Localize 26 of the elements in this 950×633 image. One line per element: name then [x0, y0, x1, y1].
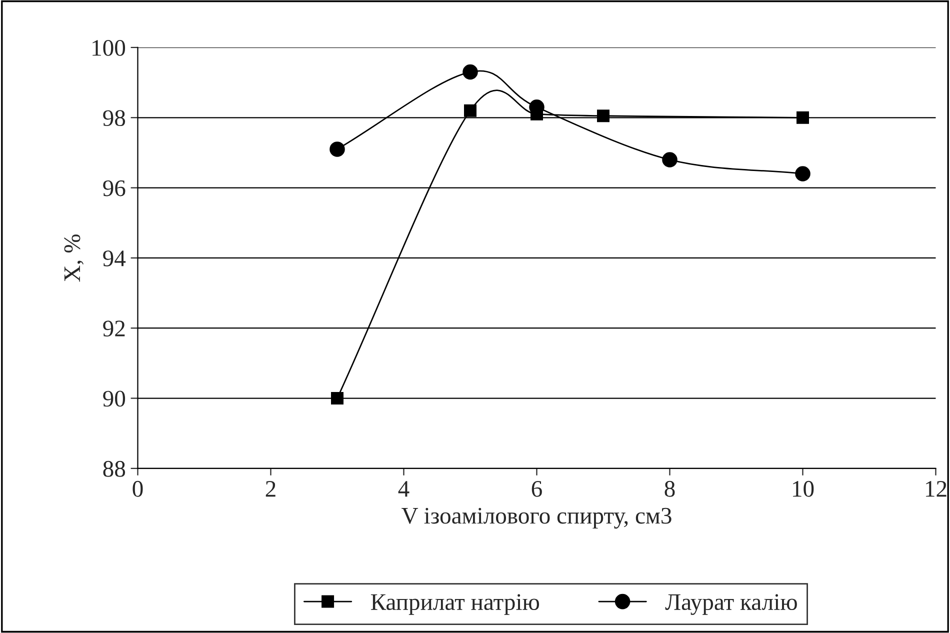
point: [462, 64, 478, 80]
point: [795, 166, 810, 182]
legend-label: Каприлат натрію: [370, 594, 540, 615]
x-tick-label: 12: [926, 480, 946, 497]
y-tick-label: 98: [103, 110, 126, 126]
y-axis-title: X, %: [64, 234, 84, 282]
point: [662, 152, 678, 168]
y-tick-label: 90: [103, 390, 126, 407]
legend-label: Лаурат калію: [665, 594, 797, 615]
point: [796, 111, 809, 124]
x-axis-title: V ізоамілового спирту, см3: [402, 508, 672, 529]
y-tick-label: 88: [103, 460, 126, 477]
x-tick-label: 10: [793, 480, 814, 497]
point: [330, 142, 345, 157]
y-tick-label: 92: [103, 320, 125, 337]
point: [597, 110, 610, 122]
x-tick-label: 2: [266, 480, 276, 497]
x-tick-label: 0: [132, 480, 143, 497]
y-tick-label: 94: [103, 250, 126, 266]
y-tick-label: 100: [92, 40, 126, 56]
x-tick-label: 4: [398, 481, 410, 497]
y-tick-label: 96: [103, 180, 126, 196]
point: [331, 392, 344, 405]
x-tick-label: 8: [664, 480, 675, 497]
x-tick-label: 6: [532, 480, 542, 497]
point: [464, 104, 476, 117]
